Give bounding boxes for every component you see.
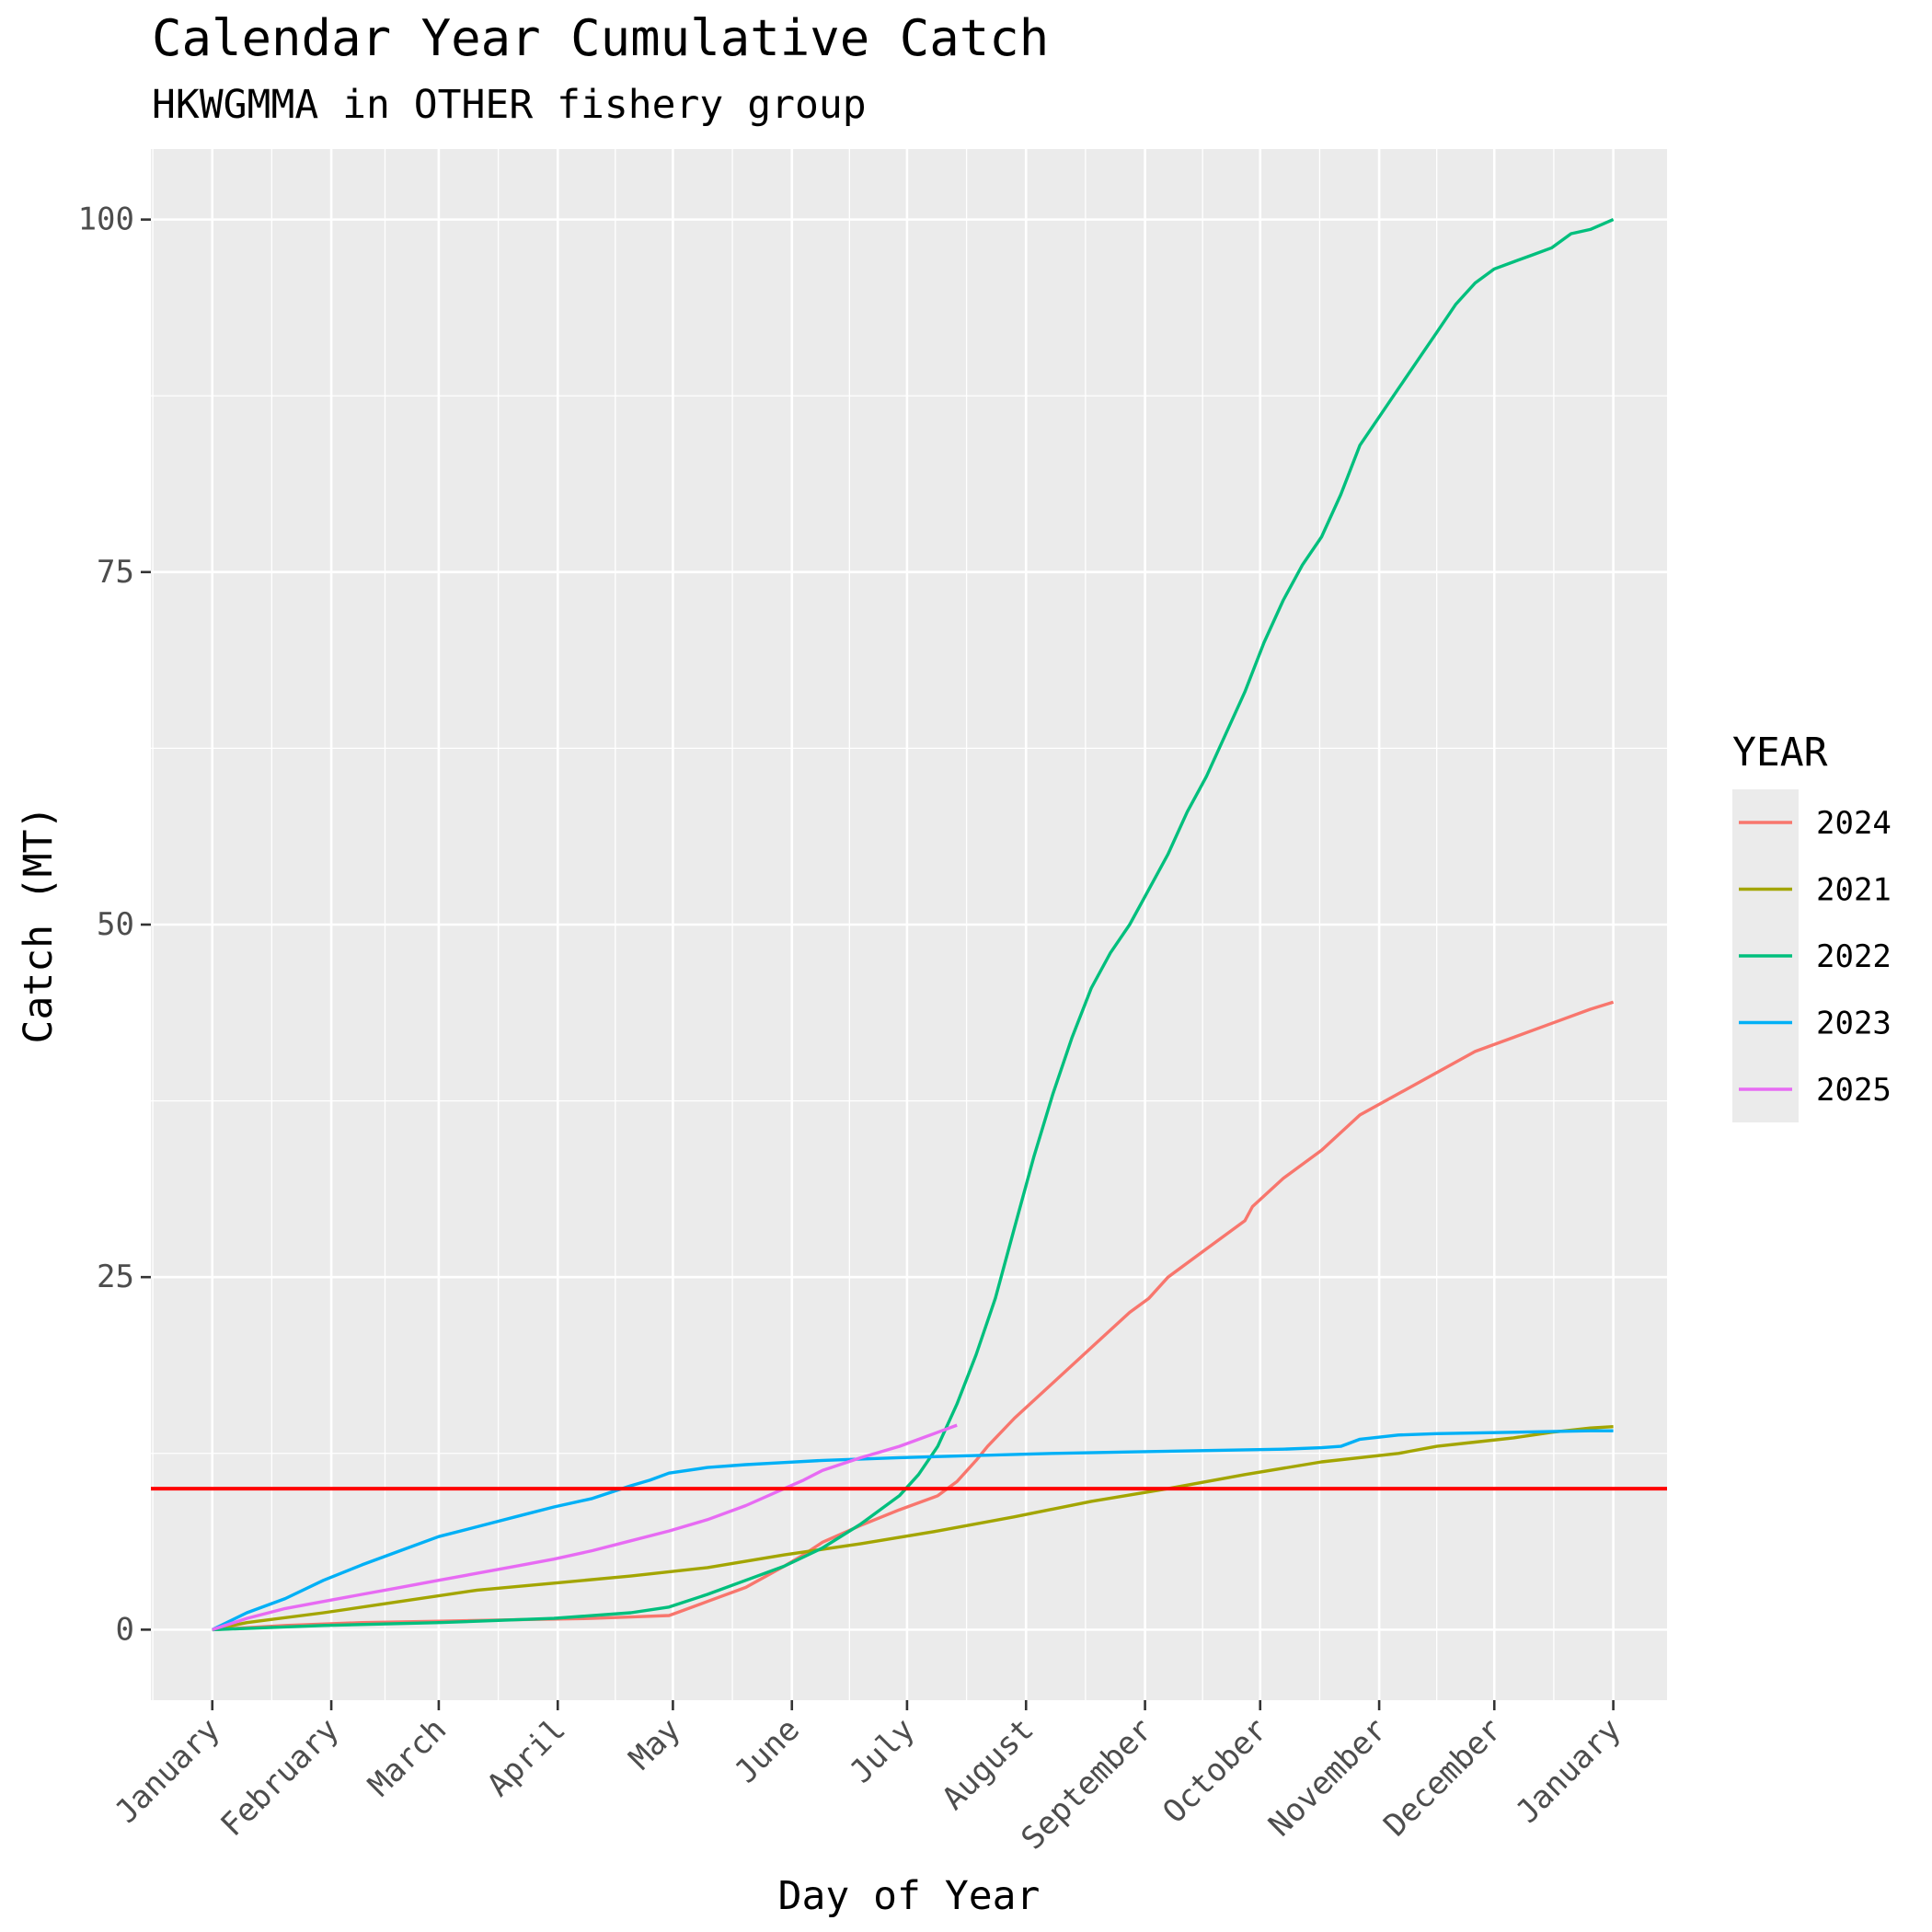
legend-items: 2024 2021 2022 2023 2025 <box>1739 805 1892 1109</box>
series-layer <box>212 218 1615 1632</box>
chart-subtitle: HKWGMMA in OTHER fishery group <box>152 82 867 128</box>
x-tick-label: January <box>1509 1711 1628 1831</box>
x-tick-label: November <box>1261 1711 1394 1844</box>
legend-label: 2022 <box>1816 938 1892 975</box>
legend-label: 2025 <box>1816 1072 1892 1109</box>
x-tick-label: January <box>109 1711 228 1831</box>
chart-title: Calendar Year Cumulative Catch <box>152 9 1049 67</box>
x-tick-label: February <box>213 1711 346 1844</box>
x-tick-label: June <box>728 1711 807 1790</box>
y-tick-label: 25 <box>97 1259 134 1295</box>
legend-title: YEAR <box>1732 730 1828 776</box>
series-line-2024 <box>212 1000 1615 1632</box>
legend-label: 2021 <box>1816 872 1892 909</box>
y-axis-title: Catch (MT) <box>16 806 62 1044</box>
series-line-2022 <box>212 218 1615 1632</box>
y-tick-label: 0 <box>116 1611 134 1648</box>
legend: YEAR 2024 2021 2022 2023 2025 <box>1732 730 1892 1122</box>
x-tick-label: August <box>935 1711 1041 1817</box>
y-axis: 0 25 50 75 100 <box>78 201 151 1648</box>
y-tick-label: 75 <box>97 554 134 591</box>
x-tick-label: April <box>480 1711 573 1804</box>
y-tick-label: 50 <box>97 906 134 943</box>
x-tick-label: March <box>362 1711 454 1804</box>
x-tick-label: May <box>622 1711 688 1777</box>
x-axis-title: Day of Year <box>778 1873 1041 1919</box>
x-tick-label: July <box>843 1711 922 1790</box>
major-gridlines <box>151 149 1667 1700</box>
legend-label: 2024 <box>1816 805 1892 842</box>
x-tick-label: December <box>1377 1711 1510 1844</box>
legend-label: 2023 <box>1816 1006 1892 1042</box>
series-line-2023 <box>212 1429 1614 1631</box>
y-tick-label: 100 <box>78 201 134 238</box>
x-tick-label: October <box>1156 1711 1276 1831</box>
series-line-2025 <box>212 1423 958 1632</box>
series-line-2021 <box>212 1425 1614 1632</box>
